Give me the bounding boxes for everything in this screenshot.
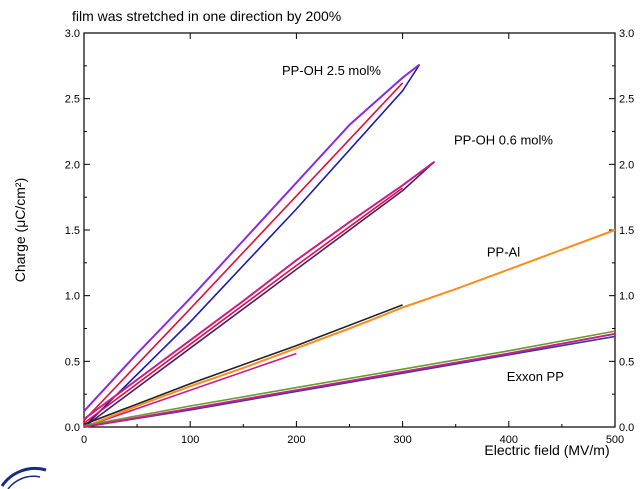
y-tick-label-right: 1.0 (619, 291, 634, 303)
y-tick-label: 1.5 (65, 225, 80, 237)
chart-title: film was stretched in one direction by 2… (72, 8, 341, 24)
y-tick-label-right: 1.5 (619, 225, 634, 237)
series-line-pp-oh-2-5-mol-branch-1 (84, 83, 403, 421)
series-label: Exxon PP (507, 369, 564, 384)
x-tick-label: 100 (181, 434, 199, 446)
y-tick-label: 3.0 (65, 28, 80, 40)
y-axis-title: Charge (μC/cm²) (12, 178, 28, 283)
y-tick-label-right: 2.0 (619, 159, 634, 171)
series-line-pp-oh-0-6-mol (84, 162, 435, 419)
series-line-pp-oh-2-5-mol (84, 65, 420, 412)
y-tick-label: 2.5 (65, 94, 80, 106)
x-axis-title: Electric field (MV/m) (484, 442, 609, 458)
y-tick-label-right: 0.5 (619, 356, 634, 368)
series-line-pp-oh-0-6-mol-branch-1 (84, 188, 403, 423)
y-tick-label: 1.0 (65, 291, 80, 303)
university-seal-logo (2, 468, 46, 489)
series-line-pp-al (84, 230, 615, 427)
series-label: PP-OH 2.5 mol% (282, 63, 381, 78)
y-tick-label: 0.5 (65, 356, 80, 368)
x-tick-label: 0 (81, 434, 87, 446)
x-tick-label: 300 (393, 434, 411, 446)
series-line-pp-al-branch-0 (84, 305, 403, 425)
series-line-pp-oh-0-6-mol-branch-0 (84, 162, 435, 427)
series-line-pp-al-branch-1 (84, 354, 296, 428)
series-label: PP-OH 0.6 mol% (454, 133, 553, 148)
y-tick-label-right: 2.5 (619, 94, 634, 106)
x-tick-label: 200 (287, 434, 305, 446)
y-tick-label: 2.0 (65, 159, 80, 171)
series-label: PP-Al (487, 244, 520, 259)
annotations: PP-OH 2.5 mol% PP-OH 0.6 mol% PP-Al Exxon P… (282, 63, 564, 384)
y-tick-label-right: 0.0 (619, 422, 634, 434)
y-tick-label: 0.0 (65, 422, 80, 434)
y-tick-label-right: 3.0 (619, 28, 634, 40)
